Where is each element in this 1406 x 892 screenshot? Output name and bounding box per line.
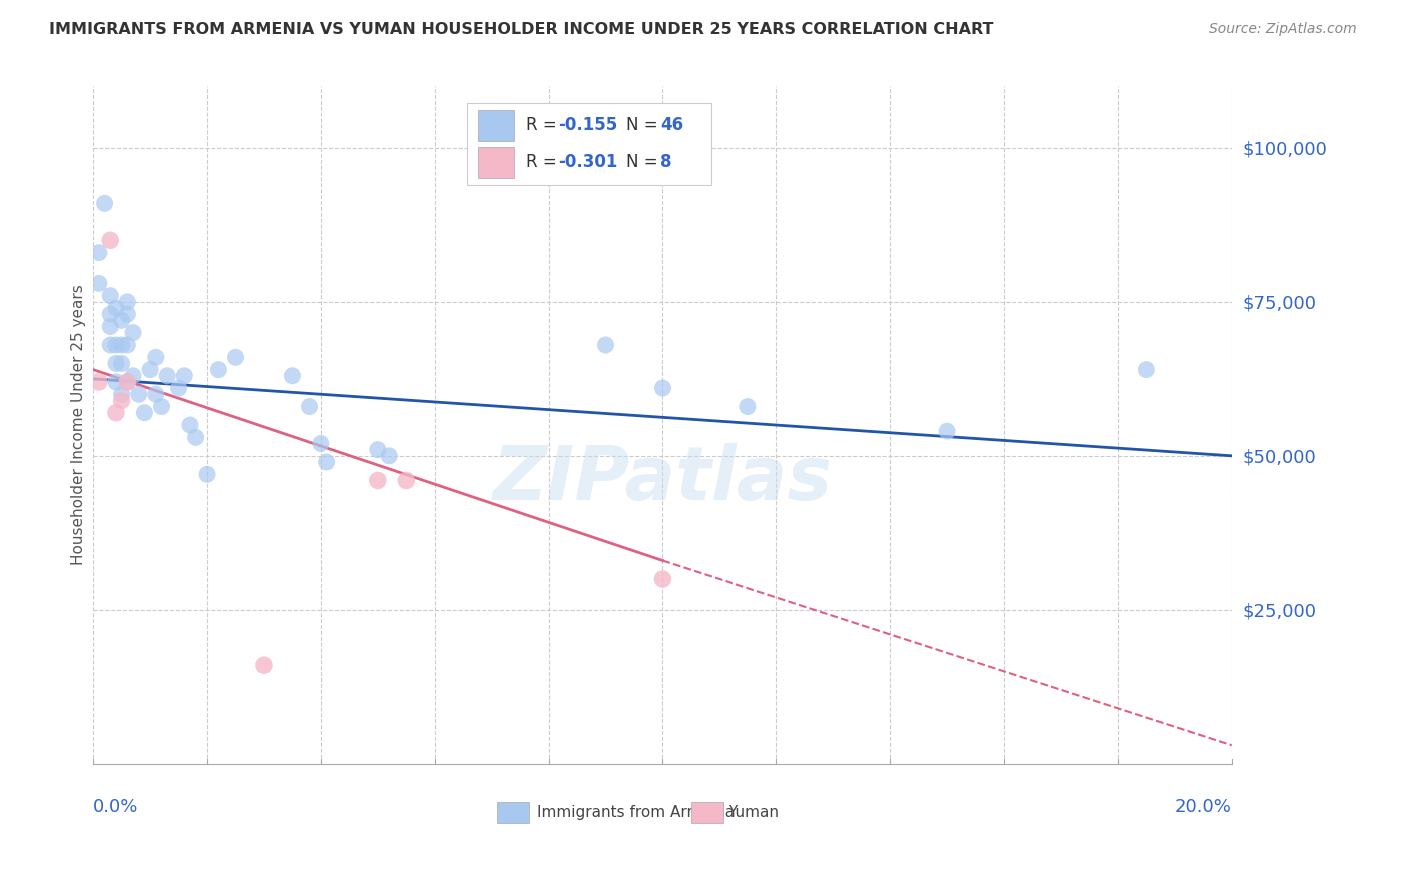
Point — [936, 424, 959, 438]
Point — [128, 387, 150, 401]
Point — [93, 196, 115, 211]
Point — [111, 356, 134, 370]
Point — [315, 455, 337, 469]
Point — [104, 301, 127, 315]
Point — [134, 406, 156, 420]
Point — [104, 406, 127, 420]
Point — [104, 338, 127, 352]
Point — [1135, 362, 1157, 376]
Point — [309, 436, 332, 450]
Point — [122, 326, 145, 340]
Point — [367, 442, 389, 457]
Point — [117, 375, 139, 389]
Point — [173, 368, 195, 383]
Point — [117, 375, 139, 389]
Point — [179, 418, 201, 433]
Point — [111, 387, 134, 401]
Point — [117, 338, 139, 352]
Point — [87, 245, 110, 260]
Point — [139, 362, 162, 376]
Text: Source: ZipAtlas.com: Source: ZipAtlas.com — [1209, 22, 1357, 37]
Text: 8: 8 — [661, 153, 672, 171]
Text: N =: N = — [626, 116, 662, 134]
Point — [737, 400, 759, 414]
FancyBboxPatch shape — [478, 147, 515, 178]
Point — [104, 356, 127, 370]
Point — [122, 368, 145, 383]
Point — [224, 351, 246, 365]
Text: Yuman: Yuman — [728, 805, 779, 820]
Point — [98, 233, 121, 247]
FancyBboxPatch shape — [690, 802, 723, 822]
Point — [98, 338, 121, 352]
Point — [98, 307, 121, 321]
Text: Immigrants from Armenia: Immigrants from Armenia — [537, 805, 734, 820]
Point — [281, 368, 304, 383]
Point — [98, 289, 121, 303]
Point — [150, 400, 173, 414]
Text: 20.0%: 20.0% — [1175, 797, 1232, 815]
Point — [117, 294, 139, 309]
FancyBboxPatch shape — [478, 110, 515, 141]
Point — [184, 430, 207, 444]
Point — [156, 368, 179, 383]
Text: IMMIGRANTS FROM ARMENIA VS YUMAN HOUSEHOLDER INCOME UNDER 25 YEARS CORRELATION C: IMMIGRANTS FROM ARMENIA VS YUMAN HOUSEHO… — [49, 22, 994, 37]
Point — [87, 277, 110, 291]
FancyBboxPatch shape — [467, 103, 711, 185]
Point — [395, 474, 418, 488]
Point — [195, 467, 218, 482]
Y-axis label: Householder Income Under 25 years: Householder Income Under 25 years — [72, 285, 86, 566]
FancyBboxPatch shape — [498, 802, 529, 822]
Point — [87, 375, 110, 389]
Point — [595, 338, 617, 352]
Text: -0.155: -0.155 — [558, 116, 617, 134]
Point — [111, 313, 134, 327]
Point — [253, 658, 276, 673]
Point — [117, 307, 139, 321]
Text: -0.301: -0.301 — [558, 153, 617, 171]
Text: N =: N = — [626, 153, 662, 171]
Point — [367, 474, 389, 488]
Point — [298, 400, 321, 414]
Point — [207, 362, 229, 376]
Text: R =: R = — [526, 116, 562, 134]
Text: R =: R = — [526, 153, 562, 171]
Point — [378, 449, 401, 463]
Text: 0.0%: 0.0% — [93, 797, 139, 815]
Text: 46: 46 — [661, 116, 683, 134]
Point — [104, 375, 127, 389]
Point — [651, 572, 673, 586]
Point — [167, 381, 190, 395]
Point — [98, 319, 121, 334]
Point — [651, 381, 673, 395]
Point — [145, 387, 167, 401]
Text: ZIPatlas: ZIPatlas — [492, 442, 832, 516]
Point — [111, 393, 134, 408]
Point — [145, 351, 167, 365]
Point — [111, 338, 134, 352]
